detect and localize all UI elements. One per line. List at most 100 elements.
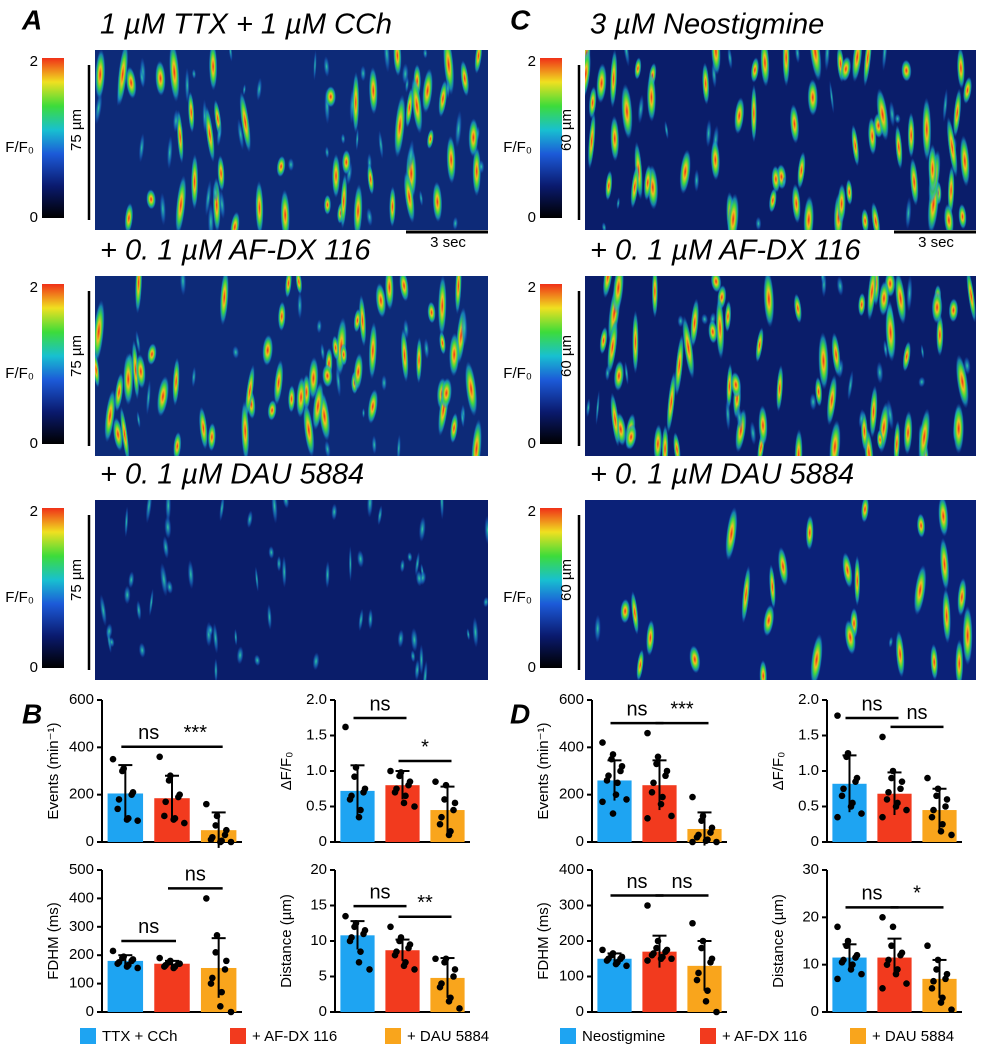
kymograph-streak (212, 183, 219, 203)
kymograph-streak (782, 176, 786, 188)
kymograph-streak (725, 506, 738, 561)
data-point (221, 966, 229, 973)
kymograph-streak (159, 562, 168, 597)
significance-label: * (421, 736, 429, 758)
kymograph-streak (837, 183, 846, 225)
y-tick-label: 100 (559, 967, 584, 984)
kymograph-streak (438, 79, 448, 118)
kymograph-streak (601, 222, 607, 230)
kymograph-streak (280, 189, 290, 230)
kymograph-streak (807, 78, 819, 116)
kymograph-streak (164, 515, 172, 539)
kymograph-streak (674, 333, 684, 397)
kymograph-streak (750, 57, 760, 83)
kymograph-streak (630, 590, 639, 635)
kymograph-streak (710, 139, 721, 181)
kymograph-streak (162, 535, 169, 559)
kymograph-streak (755, 327, 764, 363)
kymograph-streak (625, 424, 637, 450)
y-tick-label: 600 (559, 691, 584, 708)
data-point (128, 791, 135, 798)
kymograph-streak (679, 149, 691, 195)
kymograph-content (585, 500, 976, 680)
y-axis-label: Distance (µm) (770, 894, 787, 988)
error-bar (932, 958, 947, 998)
kymograph-streak (727, 50, 733, 70)
kymograph-streak (651, 276, 659, 319)
kymograph-streak (228, 50, 233, 62)
time-scale-label: 3 sec (430, 234, 466, 251)
kymograph-streak (184, 67, 190, 104)
kymograph-streak (340, 133, 346, 145)
significance-label: ns (138, 722, 159, 744)
kymograph-streak (694, 169, 700, 192)
kymograph-streak (218, 189, 226, 220)
data-point (903, 980, 910, 987)
kymograph-streak (711, 50, 721, 75)
kymograph-streak (637, 94, 644, 124)
kymograph-streak (232, 345, 240, 359)
data-point (928, 985, 936, 992)
kymograph-streak (216, 123, 222, 147)
error-bar (350, 920, 365, 950)
kymograph-streak (794, 50, 801, 64)
kymograph-streak (432, 181, 443, 223)
kymograph-streak (207, 202, 214, 230)
data-point (223, 957, 230, 965)
kymograph-streak (448, 332, 460, 377)
kymograph-streak (918, 376, 926, 388)
data-point (689, 793, 696, 801)
error-bar (842, 754, 857, 813)
data-point (644, 815, 651, 822)
kymograph-streak (165, 500, 172, 523)
legend-swatch (230, 1028, 246, 1044)
kymograph-streak (760, 50, 770, 87)
data-point (889, 923, 897, 931)
kymograph-streak (610, 392, 620, 447)
kymograph-streak (682, 315, 695, 380)
data-point (840, 785, 847, 793)
data-point (644, 957, 651, 964)
kymograph-streak (758, 405, 768, 446)
scale-label: 75 µm (68, 109, 85, 151)
data-point (342, 912, 349, 920)
data-point (207, 836, 215, 843)
kymograph-streak (397, 629, 404, 648)
y-tick-label: 300 (69, 918, 94, 935)
kymograph-streak (726, 363, 733, 410)
data-point (156, 954, 163, 962)
kymograph-streak (135, 330, 141, 355)
kymograph-streak (353, 183, 363, 230)
data-point (668, 955, 675, 963)
data-point (942, 803, 949, 810)
y-tick-label: 400 (69, 738, 94, 755)
colorbar-max: 2 (528, 503, 536, 520)
data-point (617, 767, 624, 775)
kymograph-streak (851, 50, 863, 83)
kymograph-streak (212, 622, 219, 654)
kymograph-streak (947, 165, 955, 216)
kymograph-streak (962, 76, 973, 104)
kymograph-streak (771, 165, 781, 193)
error-bar (440, 957, 455, 998)
kymograph-streak (938, 500, 949, 537)
data-point (704, 987, 711, 994)
kymograph-streak (894, 276, 907, 325)
error-bar (697, 940, 712, 991)
kymograph-streak (173, 431, 182, 456)
data-point (161, 812, 168, 820)
error-bar (118, 764, 133, 822)
kymograph-streak (135, 353, 146, 389)
error-bar (211, 811, 226, 848)
data-point (603, 777, 611, 784)
legend-label: + DAU 5884 (407, 1028, 489, 1045)
kymograph-streak (789, 104, 800, 144)
data-point (603, 957, 611, 964)
data-point (165, 777, 173, 784)
data-point (609, 810, 617, 817)
y-tick-label: 100 (69, 975, 94, 992)
data-point (181, 819, 188, 827)
data-point (693, 976, 701, 984)
significance-label: *** (184, 722, 208, 744)
data-point (650, 779, 657, 787)
